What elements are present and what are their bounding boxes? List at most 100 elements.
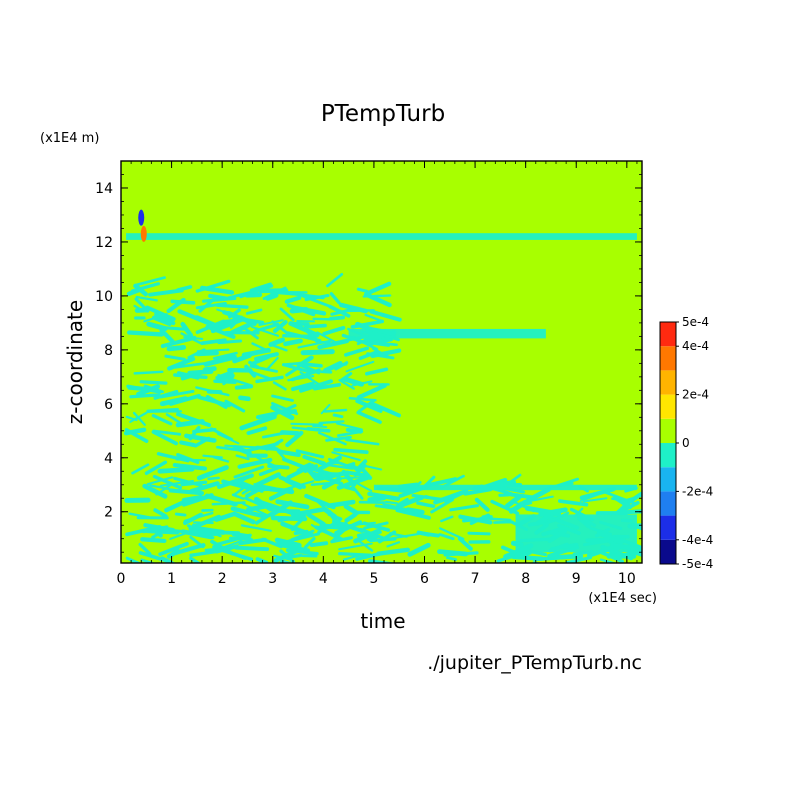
heatmap-streak [133,304,146,313]
heatmap-streak [326,273,344,288]
heatmap-streak [151,315,172,327]
heatmap-streak [159,396,188,407]
heatmap-streak [238,395,251,402]
heatmap-streak [599,520,623,530]
heatmap-streak [487,517,512,522]
colorbar-tick-label: -5e-4 [682,557,713,571]
heatmap-streak [582,497,608,503]
heatmap-streak [205,395,228,409]
x-tick-label: 6 [420,571,429,587]
heatmap-streak [249,282,272,292]
heatmap-streak [160,556,177,563]
heatmap-streak [253,496,273,512]
heatmap-streak [224,444,258,449]
heatmap-streak [579,491,605,502]
heatmap-streak [370,348,402,359]
heatmap-streak [169,531,189,540]
heatmap-streak [192,427,217,434]
heatmap-streak [341,333,372,347]
heatmap-streak [509,520,529,532]
heatmap-streak [282,457,309,471]
heatmap-streak [411,493,444,502]
heatmap-streak [270,515,308,522]
heatmap-streak [243,327,259,340]
heatmap-streak [159,389,195,399]
heatmap-streak [351,463,364,473]
plot-frame [120,160,643,564]
heatmap-streak [370,526,383,539]
heatmap-streak [565,555,593,563]
heatmap-streak [365,367,389,376]
heatmap-streak [323,408,348,413]
heatmap-streak [328,315,346,321]
heatmap-streak [281,361,304,367]
heatmap-streak [189,549,218,557]
y-axis-label: z-coordinate [63,300,87,424]
heatmap-streak [246,426,268,436]
heatmap-streak [351,380,373,387]
heatmap-streak [251,342,271,353]
heatmap-streak [356,410,382,424]
colorbar-tick-label: -2e-4 [682,484,713,498]
heatmap-streak [232,511,256,525]
heatmap-streak [332,413,344,419]
y-tick-label: 14 [95,181,113,197]
heatmap-streak [155,484,172,496]
heatmap-streak [558,499,589,507]
heatmap-streak [399,482,419,490]
heatmap-streak [496,550,530,563]
heatmap-streak [299,379,333,393]
heatmap-streak [277,449,301,458]
heatmap-streak [310,481,338,486]
heatmap-streak [145,528,180,535]
heatmap-streak [364,281,392,296]
heatmap-streak [215,303,249,309]
heatmap-streak [519,537,555,543]
heatmap-streak [180,332,202,345]
heatmap-streak [284,295,302,304]
heatmap-streak [127,330,164,337]
colorbar-swatch [660,467,676,492]
y-axis-units: (x1E4 m) [40,131,99,146]
heatmap-streak [196,465,229,481]
heatmap-streak [345,438,380,446]
heatmap-streak [440,515,454,523]
heatmap-streak [609,543,641,551]
heatmap-streak [255,557,269,563]
heatmap-streak [295,449,325,459]
heatmap-streak [354,481,373,492]
colorbar-tick-label: 4e-4 [682,339,709,353]
heatmap-streak [265,438,284,451]
heatmap-streak [234,545,270,552]
chart-title: PTempTurb [321,101,445,127]
heatmap-streak [170,299,196,305]
heatmap-streak [250,355,271,366]
heatmap-streak [172,462,208,471]
heatmap-streak [424,477,458,488]
heatmap-streak [355,399,383,413]
x-tick-label: 3 [268,571,277,587]
heatmap-streak [545,514,579,530]
heatmap-streak [250,325,279,337]
heatmap-streak [541,526,565,537]
heatmap-spike [140,225,147,242]
heatmap-band [348,328,546,339]
heatmap-streak [174,362,206,369]
colorbar: 5e-4 4e-4 2e-4 0 -2e-4 -4e-4 -5e-4 [659,315,713,571]
heatmap-streak [369,309,402,322]
heatmap-streak [317,455,343,472]
heatmap-streak [572,549,594,556]
colorbar-swatch [660,322,676,347]
heatmap-streak [148,288,184,297]
heatmap-streak [231,493,245,500]
heatmap-streak [129,393,161,399]
heatmap-streak [476,477,508,492]
heatmap-band [126,233,637,240]
heatmap-streak [317,338,350,350]
heatmap-streak [151,414,173,426]
heatmap-streak [338,542,373,551]
heatmap-streak [358,540,374,552]
heatmap-streak [204,493,238,507]
heatmap-streak [255,411,279,420]
